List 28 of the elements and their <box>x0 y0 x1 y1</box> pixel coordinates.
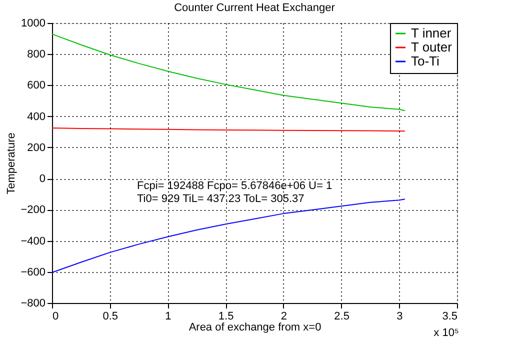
legend-label: To-Ti <box>411 54 440 68</box>
y-tick-label: −600 <box>20 266 46 278</box>
text: x 10⁵ <box>434 327 459 339</box>
y-tick-label: 200 <box>27 142 46 154</box>
x-tick-label: 3.5 <box>442 310 458 322</box>
x-tick-label: 1.5 <box>218 310 234 322</box>
y-tick-label: −400 <box>20 235 46 248</box>
y-tick-label: 400 <box>27 110 46 123</box>
legend-label: T inner <box>411 26 452 40</box>
y-tick-label: −800 <box>20 298 46 310</box>
x-tick-label: 1 <box>165 310 172 322</box>
x-tick-label: 2 <box>280 310 287 322</box>
x-tick-label: 0.5 <box>102 310 118 322</box>
x-axis-title: Area of exchange from x=0 <box>188 322 322 334</box>
line-series <box>52 34 406 112</box>
y-tick-label: 1000 <box>21 18 46 30</box>
y-tick-label: 600 <box>27 80 46 92</box>
x-tick-label: 2.5 <box>334 310 350 322</box>
y-tick-label: −200 <box>20 204 46 216</box>
annotation: Ti0= 929 TiL= 437.23 ToL= 305.37 <box>137 193 304 205</box>
annotation: Fcpi= 192488 Fcpo= 5.67846e+06 U= 1 <box>137 180 332 192</box>
legend-label: T outer <box>411 40 453 54</box>
y-tick-label: 0 <box>39 173 46 186</box>
x-tick-label: 0 <box>52 310 59 322</box>
y-axis-title: Temperature <box>6 132 18 194</box>
y-tick-label: 800 <box>27 48 46 61</box>
x-tick-label: 3 <box>396 310 403 322</box>
chart-title: Counter Current Heat Exchanger <box>174 2 336 14</box>
